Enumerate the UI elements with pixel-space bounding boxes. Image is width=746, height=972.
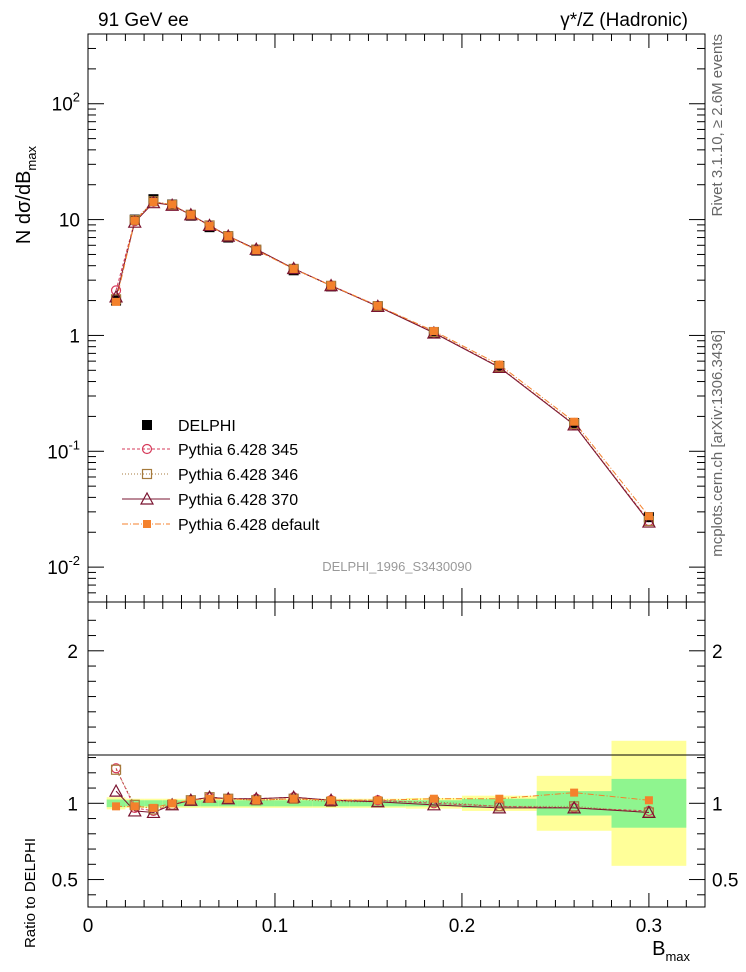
x-tick-label: 0.1 [262,916,288,937]
ratio-point [224,794,233,803]
ratio-point [112,802,121,811]
ratio-point [130,802,139,811]
side-text-bottom: mcplots.cern.ch [arXiv:1306.3436] [709,330,726,557]
y-tick-label: 1 [69,326,80,347]
legend-marker [141,468,153,480]
data-point [186,210,195,219]
ratio-y-tick-label: 1 [67,794,78,815]
y-tick-label-base: 10 [52,95,73,116]
data-point [570,417,579,426]
ratio-y-tick-label-right: 2 [712,642,723,663]
ratio-point [149,803,158,812]
data-point [327,281,336,290]
ratio-point [327,796,336,805]
ratio-point [426,797,441,811]
legend-label: Pythia 6.428 345 [178,442,298,459]
x-axis-label: Bmax [652,938,690,964]
data-point [168,200,177,209]
ratio-point [146,805,161,819]
ratio-panel: 0 0.1 0.2 0.3 0.5 0.5 1 1 2 2 Ratio to DELPHI Bm… [22,601,738,964]
y-tick-label-base: 10 [47,558,68,579]
ratio-point [109,783,124,797]
uncertainty-band-inner [144,800,163,807]
y-tick-label-exp: 2 [73,90,80,105]
header-left: 91 GeV ee [98,10,189,31]
ratio-point [567,800,582,814]
y-tick-label: 10 [59,211,80,232]
ratio-y-tick-label: 2 [67,642,78,663]
ratio-point [289,794,298,803]
data-point [149,197,158,206]
uncertainty-band-inner [461,798,537,808]
y-tick-label-base: 10 [47,442,68,463]
main-x-ticks [87,34,706,602]
legend-marker [141,443,153,455]
ratio-point [641,805,656,819]
legend-marker [143,520,151,528]
y-tick-label: 10-1 [47,437,80,463]
ratio-point [495,794,504,803]
ratio-x-ticks: 0 0.1 0.2 0.3 [83,602,706,937]
ratio-point [492,800,507,814]
data-point [641,514,656,528]
ratio-y-tick-label-right: 1 [712,794,723,815]
main-y-axis-label: N dσ/dBmax [13,146,39,245]
data-point [252,246,261,255]
ratio-y-tick-label: 0.5 [52,871,78,892]
ratio-point [252,796,261,805]
data-point [373,301,382,310]
data-point [205,222,214,231]
data-point [112,297,121,306]
data-point [429,327,438,336]
x-tick-label: 0 [83,916,94,937]
legend-marker-delphi [142,420,152,430]
ratio-series [109,763,656,819]
y-tick-label-exp: -1 [68,437,80,452]
legend-label: Pythia 6.428 default [178,517,320,534]
data-point [644,512,653,521]
analysis-watermark: DELPHI_1996_S3430090 [322,559,472,574]
ratio-point [373,796,382,805]
main-y-axis-label-text: N dσ/dB [13,171,35,245]
x-axis-label-text: B [652,938,665,960]
ratio-y-ticks: 0.5 0.5 1 1 2 2 [52,619,738,896]
header-right: γ*/Z (Hadronic) [560,10,688,31]
y-tick-label: 10-2 [47,553,80,579]
uncertainty-band-inner [200,800,219,807]
ratio-frame [87,601,706,908]
ratio-line [115,769,649,813]
y-tick-label-exp: -2 [68,553,80,568]
ratio-point [429,794,438,803]
ratio-point [186,796,195,805]
ratio-point [205,794,214,803]
ratio-point [110,764,122,775]
main-y-axis-label-sub: max [24,146,39,171]
ratio-y-axis-label: Ratio to DELPHI [22,838,39,948]
ratio-point [127,803,142,817]
y-tick-label: 102 [52,90,80,116]
legend-label: DELPHI [178,418,236,435]
data-point [224,232,233,241]
ratio-y-tick-label-right: 0.5 [712,871,738,892]
ratio-point [644,796,653,805]
legend: DELPHI Pythia 6.428 345 Pythia 6.428 346 Py… [122,418,320,534]
side-text-top: Rivet 3.1.10, ≥ 2.6M events [709,34,726,217]
legend-label: Pythia 6.428 370 [178,492,298,509]
ratio-point [570,788,579,797]
x-axis-label-sub: max [665,949,690,964]
main-series [109,194,656,528]
data-point [289,264,298,273]
ratio-point [168,799,177,808]
data-point [130,216,139,225]
legend-marker [139,491,155,505]
legend-label: Pythia 6.428 346 [178,467,298,484]
x-tick-label: 0.2 [449,916,475,937]
data-point [495,360,504,369]
x-tick-label: 0.3 [636,916,662,937]
